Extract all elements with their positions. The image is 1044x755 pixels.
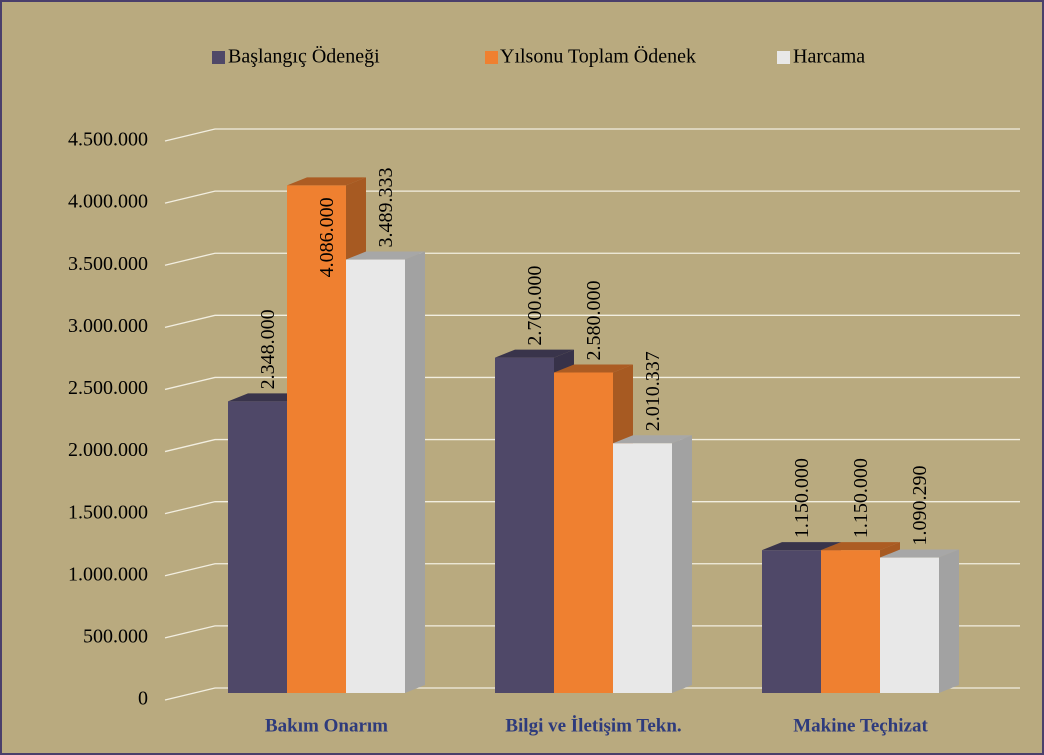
- y-tick-label: 500.000: [83, 625, 148, 647]
- legend-label: Başlangıç Ödeneği: [228, 45, 380, 68]
- bar-top: [346, 251, 425, 260]
- legend-label: Harcama: [793, 46, 865, 68]
- bar-top: [762, 542, 841, 551]
- x-tick-label: Bakım Onarım: [265, 715, 388, 736]
- bar: [880, 557, 939, 693]
- data-label: 1.150.000: [791, 458, 813, 538]
- data-label: 1.150.000: [850, 458, 872, 538]
- bar: [287, 185, 346, 694]
- legend-swatch: [212, 51, 225, 64]
- bar-side: [672, 435, 692, 693]
- grid-line: [164, 128, 1020, 142]
- data-label: 4.086.000: [316, 197, 338, 277]
- bar: [346, 259, 405, 693]
- x-tick-label: Makine Teçhizat: [793, 715, 928, 736]
- data-label: 2.700.000: [524, 266, 546, 346]
- bar: [821, 550, 880, 693]
- y-tick-label: 0: [138, 688, 148, 710]
- bar-top: [613, 435, 692, 444]
- bar-top: [821, 542, 900, 551]
- legend-label: Yılsonu Toplam Ödenek: [500, 45, 696, 68]
- bar: [554, 372, 613, 693]
- y-tick-label: 4.500.000: [68, 129, 148, 151]
- bar: [762, 550, 821, 693]
- y-tick-label: 1.500.000: [68, 501, 148, 523]
- y-tick-label: 4.000.000: [68, 191, 148, 213]
- y-tick-label: 3.500.000: [68, 253, 148, 275]
- grid-line: [164, 687, 1020, 701]
- data-label: 1.090.290: [909, 466, 931, 546]
- bar-side: [939, 549, 959, 693]
- legend-swatch: [777, 51, 790, 64]
- grid-line: [164, 376, 1020, 391]
- grid-line: [164, 252, 1020, 266]
- bar-top: [880, 549, 959, 558]
- bar: [613, 443, 672, 693]
- bar-top: [495, 349, 574, 358]
- grid-line: [164, 314, 1020, 328]
- bar-side: [405, 251, 425, 693]
- bar: [228, 401, 287, 693]
- y-tick-label: 2.000.000: [68, 439, 148, 461]
- grid-line: [164, 438, 1020, 453]
- bar: [495, 357, 554, 693]
- y-tick-label: 1.000.000: [68, 563, 148, 585]
- bar-top: [287, 177, 366, 186]
- data-label: 2.580.000: [583, 281, 605, 361]
- data-label: 2.010.337: [642, 351, 664, 431]
- grid-line: [164, 501, 1020, 515]
- data-label: 3.489.333: [375, 168, 397, 248]
- x-tick-label: Bilgi ve İletişim Tekn.: [505, 715, 681, 736]
- bar-top: [554, 364, 633, 373]
- grid-line: [164, 190, 1020, 204]
- data-label: 2.348.000: [257, 309, 279, 389]
- grid-line: [164, 563, 1020, 577]
- y-tick-label: 3.000.000: [68, 315, 148, 337]
- legend-swatch: [485, 51, 498, 64]
- grid-line: [164, 625, 1020, 639]
- y-tick-label: 2.500.000: [68, 377, 148, 399]
